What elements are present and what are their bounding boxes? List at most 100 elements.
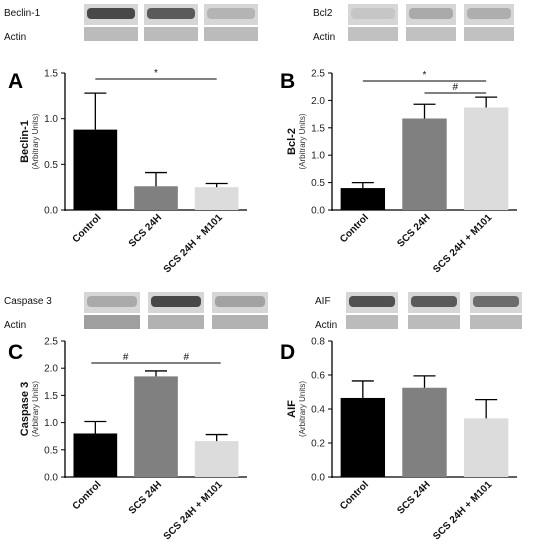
bar-chart-C: C 0.0 0.5 1.0 1.5 2.0 2.5 Caspase 3 (Arbitrary U…	[8, 337, 247, 542]
x-category-label: SCS 24H	[395, 212, 432, 249]
blot-loading-label: Actin	[313, 32, 335, 43]
actin-band	[148, 315, 204, 329]
bar	[73, 129, 118, 210]
x-category-label: SCS 24H + M101	[162, 212, 225, 275]
x-category-label: SCS 24H	[127, 479, 164, 516]
x-category-label: Control	[71, 212, 104, 245]
western-blot-1: Beclin-1 Actin	[4, 4, 258, 43]
protein-band	[411, 296, 457, 307]
y-tick-label: 0.0	[311, 473, 325, 484]
x-category-label: SCS 24H	[395, 479, 432, 516]
bar	[194, 441, 239, 477]
y-axis-sublabel: (Arbitrary Units)	[31, 113, 40, 169]
x-category-label: SCS 24H + M101	[162, 479, 225, 542]
y-tick-label: 0.0	[44, 206, 58, 217]
bar	[463, 418, 509, 477]
protein-band	[473, 296, 519, 307]
bar	[340, 188, 386, 210]
actin-band	[84, 315, 140, 329]
x-category-label: Control	[338, 212, 371, 245]
protein-band	[207, 8, 255, 19]
y-axis-label: AIF	[286, 400, 298, 418]
bar	[402, 387, 447, 477]
significance-marker: *	[423, 70, 427, 81]
significance-marker: #	[184, 352, 190, 363]
bar	[73, 433, 118, 477]
actin-band	[408, 315, 460, 329]
panel-letter: D	[280, 341, 295, 364]
y-axis-label: Caspase 3	[19, 382, 31, 436]
protein-band	[349, 296, 395, 307]
protein-band	[467, 8, 511, 19]
actin-band	[212, 315, 268, 329]
bar	[134, 376, 178, 477]
protein-band	[351, 8, 395, 19]
actin-band	[84, 27, 138, 41]
actin-band	[406, 27, 456, 41]
y-axis-label: Beclin-1	[19, 120, 31, 163]
y-axis-label: Bcl-2	[286, 128, 298, 155]
y-tick-label: 2.0	[44, 364, 58, 375]
x-category-label: Control	[71, 479, 104, 512]
protein-band	[147, 8, 195, 19]
bar-chart-A: A 0.0 0.5 1.0 1.5 Beclin-1 (Arbitrary Units) Co…	[8, 68, 247, 275]
x-category-label: SCS 24H + M101	[431, 479, 494, 542]
bar	[194, 187, 239, 210]
protein-band	[215, 296, 265, 307]
panel-letter: C	[8, 341, 23, 364]
blot-protein-label: Caspase 3	[4, 296, 52, 307]
y-tick-label: 1.0	[44, 114, 58, 125]
y-tick-label: 0.5	[311, 178, 325, 189]
y-tick-label: 0.0	[311, 206, 325, 217]
y-tick-label: 2.0	[311, 96, 325, 107]
y-tick-label: 0.5	[44, 160, 58, 171]
blot-protein-label: AIF	[315, 296, 331, 307]
y-tick-label: 1.5	[44, 391, 58, 402]
significance-marker: *	[154, 68, 158, 79]
blot-protein-label: Bcl2	[313, 8, 333, 19]
y-tick-label: 0.2	[311, 439, 325, 450]
x-category-label: SCS 24H	[127, 212, 164, 249]
y-tick-label: 2.5	[311, 69, 325, 80]
bar	[402, 118, 447, 210]
western-blot-3: Caspase 3 Actin	[4, 292, 268, 331]
actin-band	[470, 315, 522, 329]
actin-band	[346, 315, 398, 329]
actin-band	[204, 27, 258, 41]
y-axis-sublabel: (Arbitrary Units)	[298, 113, 307, 169]
y-tick-label: 0.6	[311, 371, 325, 382]
actin-band	[464, 27, 514, 41]
blot-loading-label: Actin	[4, 320, 26, 331]
protein-band	[87, 296, 137, 307]
y-tick-label: 0.8	[311, 337, 325, 348]
western-blot-2: Bcl2 Actin	[313, 4, 514, 43]
blot-loading-label: Actin	[315, 320, 337, 331]
y-tick-label: 2.5	[44, 337, 58, 348]
bar	[340, 397, 386, 477]
x-category-label: Control	[338, 479, 371, 512]
blot-protein-label: Beclin-1	[4, 8, 41, 19]
protein-band	[87, 8, 135, 19]
y-tick-label: 0.4	[311, 405, 325, 416]
x-category-label: SCS 24H + M101	[431, 212, 494, 275]
bar	[134, 186, 178, 210]
panel-letter: B	[280, 70, 295, 93]
y-tick-label: 1.5	[311, 123, 325, 134]
actin-band	[144, 27, 198, 41]
y-axis-sublabel: (Arbitrary Units)	[31, 381, 40, 437]
y-tick-label: 0.5	[44, 445, 58, 456]
y-axis-sublabel: (Arbitrary Units)	[298, 381, 307, 437]
panel-letter: A	[8, 70, 23, 93]
protein-band	[409, 8, 453, 19]
blot-loading-label: Actin	[4, 32, 26, 43]
western-blot-4: AIF Actin	[315, 292, 522, 331]
bar-chart-B: B 0.0 0.5 1.0 1.5 2.0 2.5 Bcl-2 (Arbitrary Units…	[280, 69, 517, 275]
bar-chart-D: D 0.0 0.2 0.4 0.6 0.8 AIF (Arbitrary Units) Cont…	[280, 337, 517, 542]
significance-marker: #	[123, 352, 129, 363]
actin-band	[348, 27, 398, 41]
bar	[463, 107, 509, 210]
protein-band	[151, 296, 201, 307]
significance-marker: #	[453, 82, 459, 93]
y-tick-label: 1.0	[44, 418, 58, 429]
